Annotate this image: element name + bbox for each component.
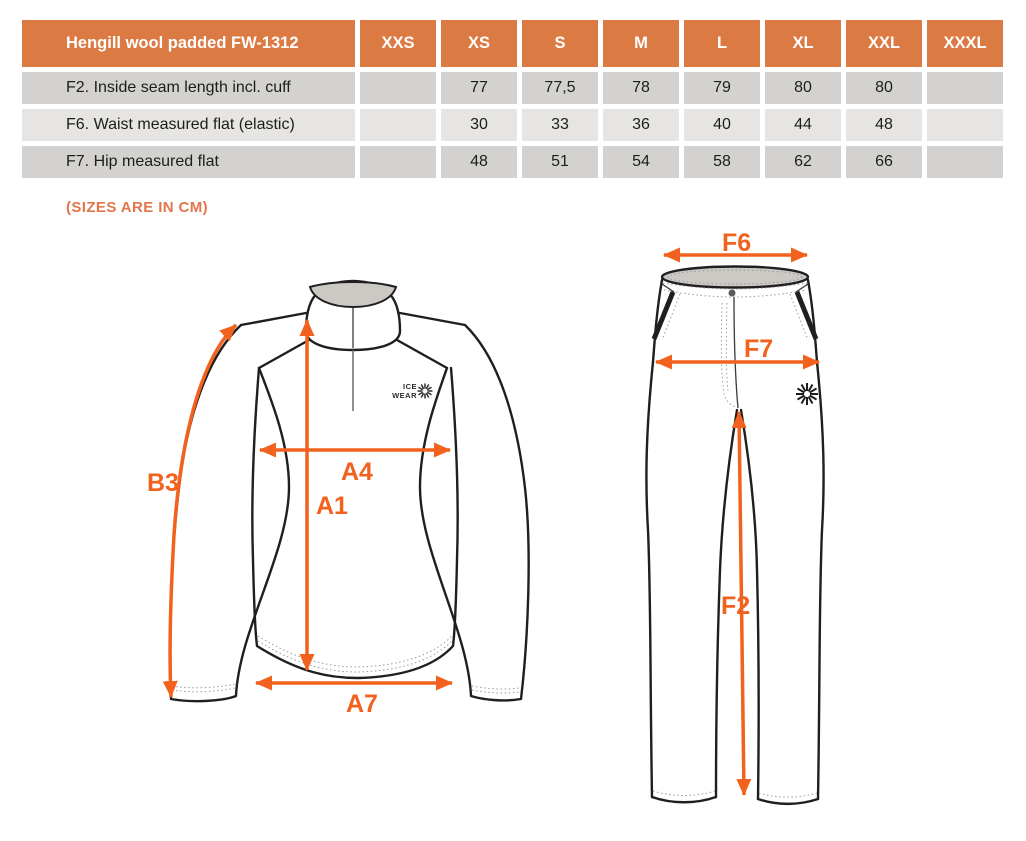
- size-column-header: XXL: [846, 20, 922, 67]
- b3-label: B3: [147, 469, 179, 497]
- size-column-header: XL: [765, 20, 841, 67]
- units-note: (SIZES ARE IN CM): [66, 199, 209, 216]
- fly-center-line: [733, 296, 739, 409]
- sweater-diagram: ICE WEAR B3 A4 A1 A7: [147, 279, 530, 718]
- sweater-body-outline: [251, 366, 459, 680]
- left-cuff-stitching: [171, 687, 236, 693]
- size-value-cell: [927, 109, 1003, 141]
- left-pocket-stitching: [661, 293, 681, 341]
- b3-measure-arrow: [162, 323, 238, 698]
- f7-label: F7: [744, 335, 773, 363]
- a1-label: A1: [316, 492, 348, 520]
- waistband-stitching: [662, 282, 808, 290]
- size-chart-table: Hengill wool padded FW-1312 XXS XS S M L…: [22, 20, 1003, 178]
- size-column-header: XXS: [360, 20, 436, 67]
- measurement-label: F2. Inside seam length incl. cuff: [22, 72, 355, 104]
- f2-label: F2: [721, 592, 750, 620]
- left-cuff-stitching: [171, 683, 236, 689]
- size-value-cell: 58: [684, 146, 760, 178]
- left-hip-edge: [651, 278, 664, 364]
- size-column-header: M: [603, 20, 679, 67]
- size-value-cell: [360, 109, 436, 141]
- measurement-label: F7. Hip measured flat: [22, 146, 355, 178]
- right-hem-stitching: [758, 792, 818, 798]
- left-leg-outer-seam: [645, 360, 655, 799]
- logo-text-line1: ICE: [403, 382, 417, 391]
- size-value-cell: [360, 146, 436, 178]
- right-pocket-stitching: [789, 293, 809, 341]
- size-value-cell: 80: [846, 72, 922, 104]
- size-column-header: XS: [441, 20, 517, 67]
- size-value-cell: 30: [441, 109, 517, 141]
- size-value-cell: 44: [765, 109, 841, 141]
- measurement-label: F6. Waist measured flat (elastic): [22, 109, 355, 141]
- left-hem-stitching: [652, 790, 716, 796]
- size-value-cell: 79: [684, 72, 760, 104]
- size-value-cell: [927, 146, 1003, 178]
- right-cuff-stitching: [471, 689, 520, 694]
- collar-inner: [308, 280, 398, 309]
- left-pocket-facing: [661, 283, 675, 293]
- waist-opening-stitching: [667, 269, 803, 285]
- size-value-cell: [360, 72, 436, 104]
- right-leg-hem: [756, 797, 820, 806]
- right-pocket-facing: [795, 283, 809, 293]
- snowflake-icon: [796, 383, 818, 405]
- size-value-cell: 48: [441, 146, 517, 178]
- waist-opening: [660, 265, 810, 289]
- size-value-cell: 51: [522, 146, 598, 178]
- left-raglan-seam: [257, 338, 311, 370]
- size-value-cell: [927, 72, 1003, 104]
- size-column-header: XXXL: [927, 20, 1003, 67]
- left-leg-hem: [650, 795, 718, 804]
- right-shoulder-seam: [398, 311, 467, 327]
- f6-label: F6: [722, 229, 751, 257]
- size-column-header: S: [522, 20, 598, 67]
- size-value-cell: 66: [846, 146, 922, 178]
- size-value-cell: 78: [603, 72, 679, 104]
- right-cuff-stitching: [471, 685, 520, 690]
- a7-label: A7: [346, 690, 378, 718]
- right-hip-edge: [806, 278, 819, 364]
- a4-label: A4: [341, 458, 373, 486]
- size-value-cell: 40: [684, 109, 760, 141]
- logo-text-line2: WEAR: [392, 391, 417, 400]
- fly-stitching: [725, 302, 729, 392]
- size-value-cell: 77: [441, 72, 517, 104]
- right-sleeve-outline: [418, 323, 530, 702]
- size-value-cell: 77,5: [522, 72, 598, 104]
- size-value-cell: 54: [603, 146, 679, 178]
- left-shoulder-seam: [239, 311, 308, 327]
- table-title: Hengill wool padded FW-1312: [22, 20, 355, 67]
- fly-stitching: [720, 302, 737, 408]
- left-sleeve-outline: [169, 323, 291, 703]
- size-value-cell: 48: [846, 109, 922, 141]
- size-value-cell: 33: [522, 109, 598, 141]
- waist-button: [728, 289, 736, 297]
- size-value-cell: 36: [603, 109, 679, 141]
- f2-measure-arrow: [731, 411, 752, 796]
- snowflake-icon: [417, 383, 433, 399]
- size-value-cell: 62: [765, 146, 841, 178]
- right-leg-outer-seam: [815, 360, 825, 801]
- left-leg-inner-seam: [714, 408, 739, 799]
- right-pocket-trim: [794, 291, 819, 340]
- size-column-header: L: [684, 20, 760, 67]
- right-raglan-seam: [395, 338, 449, 370]
- pants-diagram: F6 F7 F2: [645, 229, 825, 806]
- left-pocket-trim: [651, 291, 676, 340]
- size-value-cell: 80: [765, 72, 841, 104]
